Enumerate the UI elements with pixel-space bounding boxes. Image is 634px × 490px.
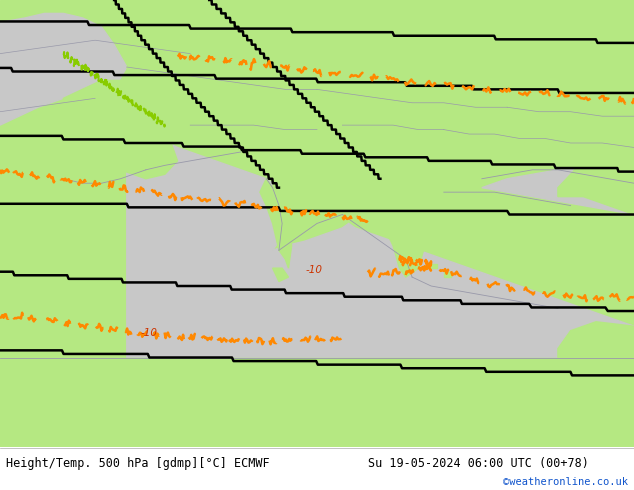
Polygon shape <box>127 125 634 358</box>
Text: Height/Temp. 500 hPa [gdmp][°C] ECMWF: Height/Temp. 500 hPa [gdmp][°C] ECMWF <box>6 457 270 470</box>
Polygon shape <box>425 235 434 241</box>
Polygon shape <box>450 254 458 259</box>
Text: Su 19-05-2024 06:00 UTC (00+78): Su 19-05-2024 06:00 UTC (00+78) <box>368 457 588 470</box>
Polygon shape <box>273 268 288 282</box>
Polygon shape <box>444 271 451 277</box>
Text: -10: -10 <box>306 266 322 275</box>
Polygon shape <box>387 201 425 277</box>
Polygon shape <box>260 179 292 268</box>
Polygon shape <box>437 246 444 250</box>
Polygon shape <box>482 170 634 215</box>
Polygon shape <box>0 13 127 125</box>
Polygon shape <box>0 0 634 447</box>
Polygon shape <box>127 67 273 134</box>
Polygon shape <box>558 322 634 358</box>
Polygon shape <box>558 156 634 215</box>
Polygon shape <box>431 264 437 268</box>
Polygon shape <box>0 358 634 447</box>
Polygon shape <box>63 80 178 179</box>
Polygon shape <box>342 125 431 223</box>
Text: -10: -10 <box>141 328 157 338</box>
Text: ©weatheronline.co.uk: ©weatheronline.co.uk <box>503 477 628 487</box>
Polygon shape <box>444 143 634 223</box>
